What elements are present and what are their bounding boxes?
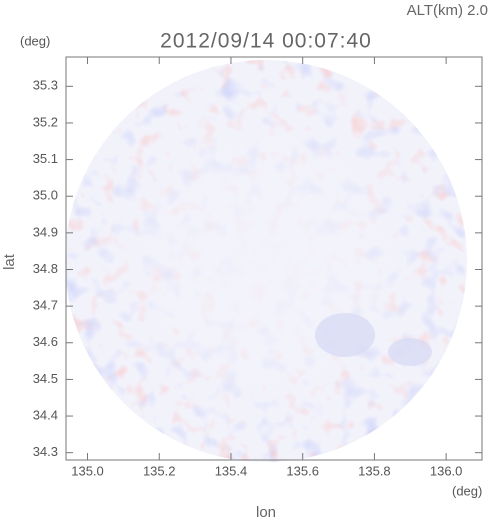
field-patch <box>315 313 375 357</box>
velocity-field <box>65 60 467 462</box>
y-tick-label: 34.6 <box>33 334 58 349</box>
field-disk <box>65 60 467 462</box>
x-axis-label: lon <box>256 504 276 521</box>
y-tick-label: 34.4 <box>33 407 58 422</box>
y-unit: (deg) <box>20 33 50 48</box>
altitude-label: ALT(km) 2.0 <box>407 2 488 19</box>
field-patch <box>388 338 432 366</box>
y-tick-label: 35.2 <box>33 114 58 129</box>
x-tick-label: 136.0 <box>430 463 463 478</box>
chart-title: 2012/09/14 00:07:40 <box>160 30 372 53</box>
x-tick-label: 135.2 <box>143 463 176 478</box>
y-tick-label: 35.3 <box>33 78 58 93</box>
x-tick-label: 135.4 <box>215 463 248 478</box>
y-tick-label: 34.3 <box>33 444 58 459</box>
x-tick-label: 135.6 <box>286 463 319 478</box>
x-tick-label: 135.8 <box>358 463 391 478</box>
plot-frame <box>65 56 483 461</box>
y-tick-label: 34.8 <box>33 261 58 276</box>
field-center-smoothing <box>65 60 467 462</box>
y-axis-label: lat <box>1 253 18 270</box>
x-tick-label: 135.0 <box>71 463 104 478</box>
y-tick-label: 35.1 <box>33 151 58 166</box>
y-tick-label: 35.0 <box>33 188 58 203</box>
x-unit: (deg) <box>452 483 482 498</box>
y-tick-label: 34.9 <box>33 224 58 239</box>
y-tick-label: 34.7 <box>33 298 58 313</box>
y-tick-label: 34.5 <box>33 371 58 386</box>
